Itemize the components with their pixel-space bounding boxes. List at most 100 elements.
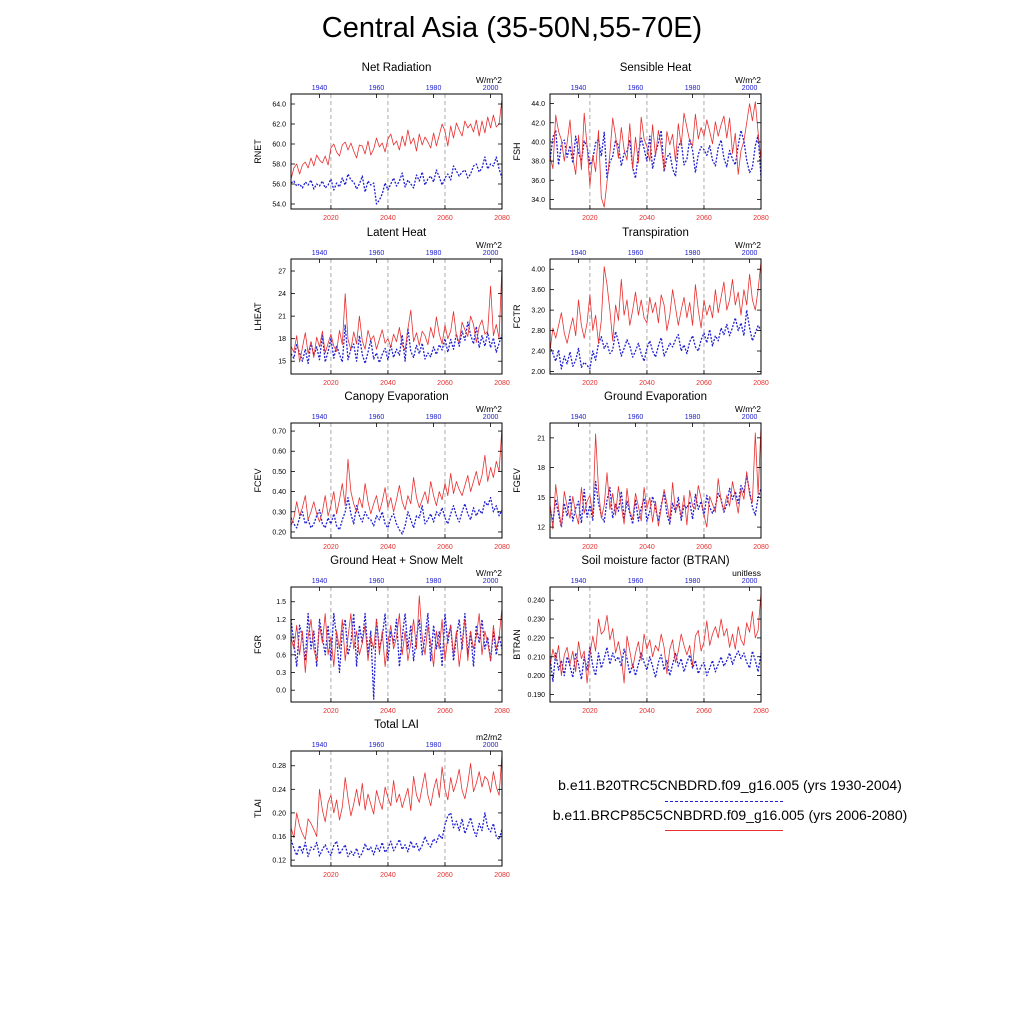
x-tick-label-top: 2000 xyxy=(483,85,499,92)
plot-frame xyxy=(290,750,503,867)
x-tick-label-bottom: 2040 xyxy=(639,544,655,551)
y-tick-label: 34.0 xyxy=(531,197,545,204)
x-tick-label-bottom: 2040 xyxy=(639,708,655,715)
y-tick-label: 0.9 xyxy=(276,635,286,642)
y-tick-label: 0.0 xyxy=(276,688,286,695)
panel-title: Ground Evaporation xyxy=(604,391,707,403)
x-tick-label-top: 2000 xyxy=(742,250,758,257)
units-label: unitless xyxy=(732,568,761,578)
x-tick-label-bottom: 2040 xyxy=(380,215,396,222)
y-axis-label: FGR xyxy=(253,635,263,654)
panel-fsh: 34.0 36.0 38.0 40.0 42.0 44.0 FSH 2020 2040 2060 2… xyxy=(512,62,769,222)
x-tick-label-top: 1980 xyxy=(685,578,701,585)
x-tick-label-top: 1980 xyxy=(426,578,442,585)
y-tick-label: 60.0 xyxy=(272,142,286,149)
series-rcp85-line xyxy=(290,753,503,840)
x-tick-label-top: 1940 xyxy=(312,578,328,585)
y-tick-label: 1.5 xyxy=(276,599,286,606)
x-tick-label-bottom: 2080 xyxy=(494,872,510,879)
x-tick-label-top: 2000 xyxy=(483,742,499,749)
y-tick-label: 18 xyxy=(537,465,545,472)
x-tick-label-top: 1980 xyxy=(426,742,442,749)
y-tick-label: 0.70 xyxy=(272,429,286,436)
x-tick-label-bottom: 2080 xyxy=(753,708,769,715)
y-tick-label: 0.20 xyxy=(272,529,286,536)
series-historical-line xyxy=(290,156,503,205)
x-tick-label-bottom: 2020 xyxy=(323,872,339,879)
legend-label-rcp85: b.e11.BRCP85C5CNBDRD.f09_g16.005 (yrs 20… xyxy=(552,807,908,823)
x-tick-label-bottom: 2020 xyxy=(323,215,339,222)
x-tick-label-bottom: 2020 xyxy=(323,380,339,387)
y-tick-label: 64.0 xyxy=(272,102,286,109)
units-label: m2/m2 xyxy=(476,732,502,742)
x-tick-label-bottom: 2060 xyxy=(437,544,453,551)
series-historical-line xyxy=(549,309,762,370)
x-tick-label-bottom: 2080 xyxy=(494,708,510,715)
x-tick-label-top: 1960 xyxy=(369,250,385,257)
series-rcp85-line xyxy=(549,261,762,352)
y-tick-label: 0.3 xyxy=(276,670,286,677)
panel-fgr: 0.0 0.3 0.6 0.9 1.2 1.5 FGR 2020 2040 2060 2080 194… xyxy=(253,555,510,715)
y-tick-label: 0.50 xyxy=(272,469,286,476)
x-tick-label-top: 1940 xyxy=(571,250,587,257)
y-tick-label: 0.190 xyxy=(527,692,545,699)
series-historical-line xyxy=(290,612,503,700)
x-tick-label-top: 1960 xyxy=(628,414,644,421)
plot-frame xyxy=(549,93,762,210)
x-tick-label-top: 1940 xyxy=(571,85,587,92)
y-tick-label: 18 xyxy=(278,336,286,343)
x-tick-label-bottom: 2060 xyxy=(696,544,712,551)
x-tick-label-top: 2000 xyxy=(742,414,758,421)
x-tick-label-top: 1960 xyxy=(369,742,385,749)
legend-swatch-rcp85 xyxy=(665,830,783,831)
series-rcp85-line xyxy=(290,426,503,527)
y-tick-label: 0.220 xyxy=(527,635,545,642)
x-tick-label-bottom: 2080 xyxy=(494,215,510,222)
y-tick-label: 38.0 xyxy=(531,159,545,166)
y-tick-label: 0.16 xyxy=(272,834,286,841)
series-rcp85-line xyxy=(290,98,503,180)
panel-lheat: 15 18 21 24 27 LHEAT 2020 2040 2060 2080 1940 1960 1… xyxy=(253,227,510,387)
plot-frame xyxy=(549,258,762,375)
x-tick-label-top: 1960 xyxy=(628,578,644,585)
x-tick-label-top: 2000 xyxy=(483,250,499,257)
x-tick-label-bottom: 2020 xyxy=(582,215,598,222)
y-tick-label: 3.20 xyxy=(531,308,545,315)
x-tick-label-top: 2000 xyxy=(742,578,758,585)
units-label: W/m^2 xyxy=(476,404,502,414)
series-historical-line xyxy=(549,646,762,682)
y-tick-label: 62.0 xyxy=(272,122,286,129)
y-tick-label: 0.6 xyxy=(276,652,286,659)
x-tick-label-bottom: 2080 xyxy=(494,380,510,387)
units-label: W/m^2 xyxy=(476,240,502,250)
x-tick-label-top: 1980 xyxy=(685,250,701,257)
x-tick-label-top: 1980 xyxy=(685,85,701,92)
y-tick-label: 40.0 xyxy=(531,139,545,146)
units-label: W/m^2 xyxy=(735,240,761,250)
x-tick-label-bottom: 2020 xyxy=(582,544,598,551)
y-tick-label: 0.230 xyxy=(527,617,545,624)
y-tick-label: 0.28 xyxy=(272,763,286,770)
legend-label-historical: b.e11.B20TRC5CNBDRD.f09_g16.005 (yrs 193… xyxy=(558,777,902,793)
x-tick-label-bottom: 2080 xyxy=(494,544,510,551)
y-tick-label: 21 xyxy=(278,314,286,321)
x-tick-label-bottom: 2020 xyxy=(582,380,598,387)
y-tick-label: 21 xyxy=(537,435,545,442)
y-tick-label: 0.210 xyxy=(527,654,545,661)
y-tick-label: 58.0 xyxy=(272,162,286,169)
x-tick-label-bottom: 2040 xyxy=(380,544,396,551)
x-tick-label-top: 2000 xyxy=(483,578,499,585)
panel-title: Latent Heat xyxy=(367,227,427,239)
y-tick-label: 2.00 xyxy=(531,369,545,376)
series-rcp85-line xyxy=(290,595,503,673)
plot-frame xyxy=(290,422,503,539)
panel-fgev: 12 15 18 21 FGEV 2020 2040 2060 2080 1940 1960 1980… xyxy=(512,391,769,551)
x-tick-label-top: 2000 xyxy=(483,414,499,421)
plot-frame xyxy=(549,422,762,539)
panel-tlai: 0.12 0.16 0.20 0.24 0.28 TLAI 2020 2040 2060 2080… xyxy=(253,719,510,879)
panel-fcev: 0.20 0.30 0.40 0.50 0.60 0.70 FCEV 2020 2040 2060… xyxy=(253,391,510,551)
y-tick-label: 1.2 xyxy=(276,617,286,624)
y-axis-label: RNET xyxy=(253,139,263,164)
x-tick-label-top: 1940 xyxy=(312,742,328,749)
